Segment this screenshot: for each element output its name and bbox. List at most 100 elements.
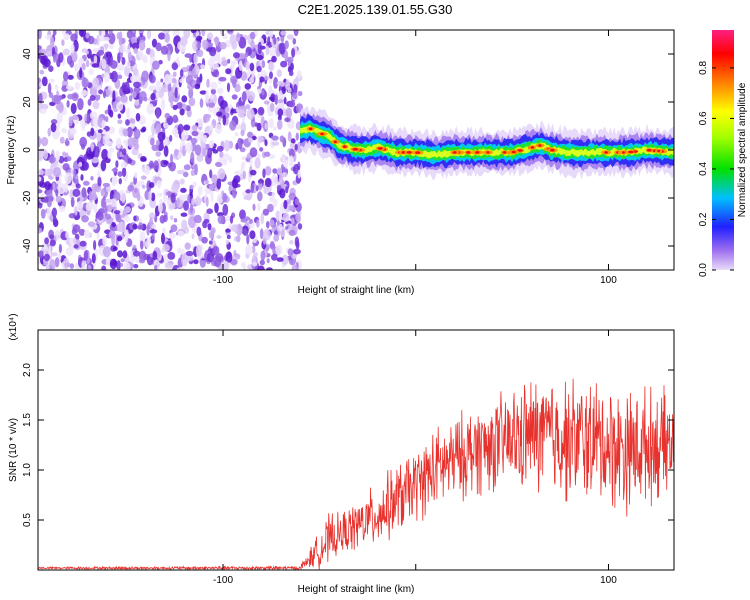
noise-speckle (214, 123, 223, 135)
noise-speckle (255, 55, 264, 60)
noise-speckle (108, 30, 113, 37)
noise-speckle (53, 95, 62, 105)
noise-speckle (51, 207, 58, 218)
noise-speckle (39, 69, 45, 75)
snr-panel: -100 100 0.5 1.0 1.5 2.0 Height of straight l… (8, 313, 675, 595)
track-hotspot (646, 148, 652, 152)
noise-speckle (52, 53, 57, 63)
track-hotspot (406, 151, 412, 154)
noise-speckle (280, 60, 288, 68)
noise-speckle (281, 172, 288, 178)
noise-speckle (173, 179, 181, 190)
noise-speckle (195, 244, 202, 257)
noise-speckle (91, 183, 100, 191)
noise-speckle (238, 60, 243, 72)
noise-speckle (265, 45, 270, 56)
noise-speckle (281, 154, 286, 163)
noise-speckle (93, 240, 97, 251)
noise-speckle (181, 130, 189, 141)
noise-speckle (50, 122, 57, 133)
track-hotspot (486, 151, 490, 154)
noise-speckle (145, 47, 152, 55)
noise-speckle (297, 223, 303, 230)
noise-speckle (43, 260, 48, 266)
noise-speckle (98, 30, 102, 37)
noise-speckle (64, 262, 71, 268)
noise-speckle (151, 144, 160, 151)
noise-speckle (126, 157, 133, 164)
noise-speckle (247, 91, 256, 102)
noise-speckle (283, 96, 287, 105)
noise-speckle (83, 154, 88, 163)
noise-speckle (163, 253, 169, 265)
spectrogram-panel: -100 100 -40 -20 0 20 40 Height of straight li… (6, 29, 675, 296)
noise-speckle (38, 150, 44, 161)
chart-title: C2E1.2025.139.01.55.G30 (297, 2, 453, 17)
noise-speckle (74, 63, 79, 72)
noise-speckle (291, 48, 296, 58)
noise-speckle (289, 142, 295, 149)
noise-speckle (259, 147, 264, 152)
y-axis-label: Frequency (Hz) (6, 116, 17, 185)
noise-speckle (75, 183, 81, 189)
noise-speckle (148, 85, 154, 91)
noise-speckle (241, 91, 247, 103)
noise-speckle (187, 84, 192, 90)
noise-speckle (264, 139, 268, 147)
noise-speckle (136, 225, 144, 230)
noise-speckle (181, 219, 188, 231)
noise-speckle (137, 180, 145, 186)
noise-speckle (125, 119, 130, 126)
noise-speckle (138, 39, 146, 51)
noise-speckle (130, 35, 138, 45)
noise-speckle (151, 233, 155, 240)
noise-speckle (212, 245, 220, 256)
noise-speckle (232, 187, 237, 199)
noise-speckle (173, 148, 179, 157)
noise-speckle (208, 240, 213, 245)
noise-speckle (188, 87, 194, 99)
noise-speckle (216, 87, 224, 95)
noise-speckle (130, 76, 135, 82)
noise-speckle (38, 92, 43, 104)
noise-speckle (288, 162, 295, 167)
noise-speckle (276, 167, 283, 176)
noise-speckle (102, 246, 111, 258)
noise-speckle (240, 129, 245, 137)
noise-speckle (116, 101, 124, 112)
noise-speckle (245, 104, 251, 110)
noise-speckle (243, 195, 251, 201)
noise-speckle (191, 68, 196, 77)
track-hotspot (622, 151, 625, 154)
noise-speckle (52, 215, 57, 226)
noise-speckle (149, 160, 154, 169)
noise-speckle (141, 126, 147, 132)
noise-speckle (68, 116, 74, 124)
x-tick-label: -100 (213, 575, 233, 586)
noise-speckle (243, 216, 251, 221)
noise-speckle (117, 171, 123, 177)
noise-speckle (269, 240, 275, 250)
noise-speckle (150, 93, 156, 101)
noise-speckle (91, 253, 96, 264)
noise-speckle (38, 250, 44, 258)
noise-speckle (213, 181, 218, 188)
noise-speckle (163, 137, 168, 148)
noise-speckle (83, 229, 91, 239)
noise-speckle (164, 74, 171, 85)
colorbar-gradient (712, 30, 734, 270)
noise-speckle (50, 119, 58, 125)
colorbar-tick-label: 0.2 (698, 212, 709, 226)
noise-speckle (65, 231, 70, 239)
noise-speckle (259, 259, 265, 266)
noise-speckle (264, 166, 272, 176)
noise-speckle (229, 259, 238, 265)
noise-speckle (229, 215, 234, 224)
noise-speckle (207, 147, 213, 159)
noise-speckle (176, 170, 185, 175)
noise-speckle (81, 215, 89, 223)
noise-speckle (73, 206, 78, 216)
noise-speckle (271, 141, 280, 146)
noise-speckle (263, 229, 271, 241)
noise-speckle (176, 197, 180, 207)
